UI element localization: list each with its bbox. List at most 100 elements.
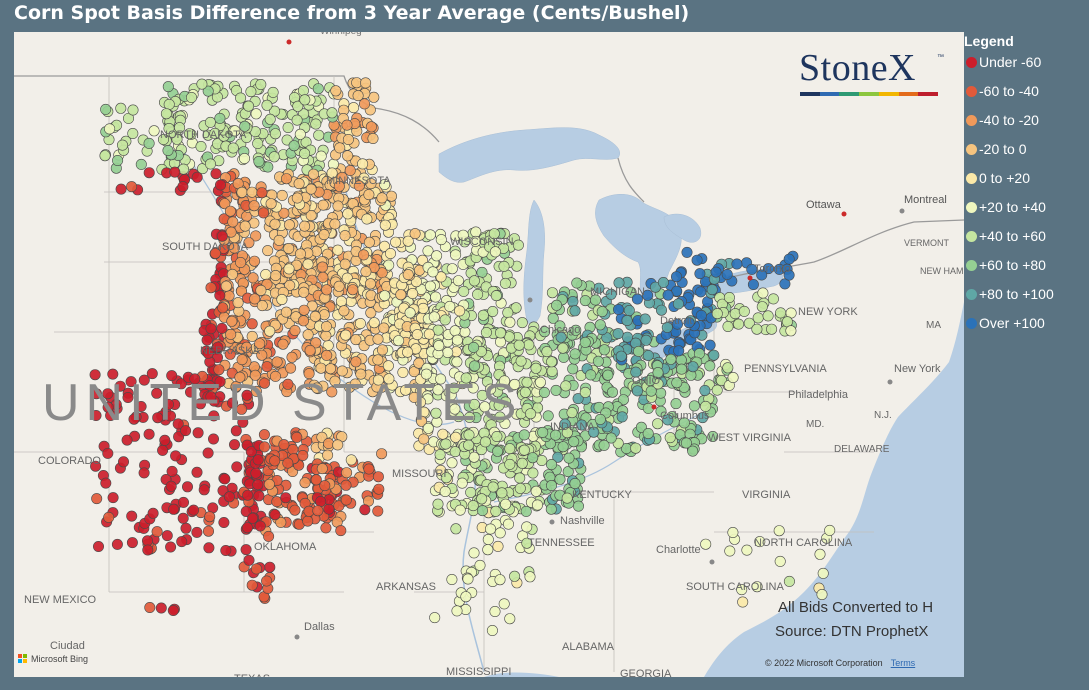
bid-point — [239, 220, 251, 232]
bid-point — [216, 230, 228, 242]
legend-item[interactable]: Under -60 — [963, 49, 1089, 78]
bid-point — [142, 544, 154, 556]
bid-point — [235, 92, 247, 104]
bid-point — [736, 584, 748, 596]
bid-point — [126, 181, 138, 193]
bid-point — [710, 266, 722, 278]
bid-point — [546, 356, 558, 368]
bid-point — [180, 425, 192, 437]
legend-item[interactable]: +80 to +100 — [963, 281, 1089, 310]
bid-point — [298, 304, 310, 316]
city-dot-icon — [286, 39, 292, 45]
bid-point — [482, 544, 494, 556]
bid-point — [404, 307, 416, 319]
bid-point — [239, 120, 251, 132]
city-label-ottawa: Ottawa — [806, 199, 842, 211]
bid-point — [245, 86, 257, 98]
bid-point — [235, 257, 247, 269]
bid-point — [695, 309, 707, 321]
bid-point — [236, 285, 248, 297]
bid-point — [254, 338, 266, 350]
bid-point — [240, 505, 252, 517]
bid-point — [541, 346, 553, 358]
bid-point — [309, 310, 321, 322]
bid-point — [814, 548, 826, 560]
bid-point — [432, 498, 444, 510]
bid-point — [191, 466, 203, 478]
bid-point — [602, 369, 614, 381]
legend-item[interactable]: +60 to +80 — [963, 252, 1089, 281]
legend-item[interactable]: -40 to -20 — [963, 107, 1089, 136]
bid-point — [254, 520, 266, 532]
bid-point — [561, 427, 573, 439]
bid-point — [250, 230, 262, 242]
bid-point — [570, 324, 582, 336]
bid-point — [329, 218, 341, 230]
map-canvas[interactable]: UNITED STATES Winnipeg NORTH DAKOTA MINNESO… — [14, 32, 964, 677]
bid-point — [376, 448, 388, 460]
bid-point — [332, 439, 344, 451]
bid-point — [340, 479, 352, 491]
bid-point — [201, 334, 213, 346]
bid-point — [520, 505, 532, 517]
bid-point — [450, 431, 462, 443]
bid-point — [202, 85, 214, 97]
legend-item[interactable]: 0 to +20 — [963, 165, 1089, 194]
state-label-arkansas: ARKANSAS — [376, 581, 436, 593]
bid-point — [585, 369, 597, 381]
bid-point — [376, 192, 388, 204]
bid-point — [347, 284, 359, 296]
bid-point — [192, 427, 204, 439]
state-label-missouri: MISSOURI — [392, 468, 446, 480]
bid-point — [261, 361, 273, 373]
bid-point — [324, 363, 336, 375]
terms-link[interactable]: Terms — [890, 658, 916, 668]
bid-point — [558, 351, 570, 363]
bid-point — [326, 386, 338, 398]
bid-point — [166, 465, 178, 477]
bid-point — [569, 348, 581, 360]
legend-item[interactable]: Over +100 — [963, 310, 1089, 339]
city-label-charlotte: Charlotte — [656, 544, 701, 556]
state-label-new-york-state: NEW YORK — [798, 306, 858, 318]
legend-item[interactable]: -60 to -40 — [963, 78, 1089, 107]
bid-point — [411, 329, 423, 341]
map-view[interactable]: UNITED STATES Winnipeg NORTH DAKOTA MINNESO… — [14, 32, 964, 677]
bid-point — [695, 286, 707, 298]
bid-point — [103, 511, 115, 523]
bid-point — [397, 366, 409, 378]
legend-label: +20 to +40 — [979, 199, 1046, 215]
bid-point — [457, 229, 469, 241]
bid-point — [672, 298, 684, 310]
bid-point — [336, 365, 348, 377]
bid-point — [342, 134, 354, 146]
bid-point — [379, 290, 391, 302]
bid-point — [342, 208, 354, 220]
bid-point — [203, 525, 215, 537]
legend-item[interactable]: +20 to +40 — [963, 194, 1089, 223]
bid-point — [184, 128, 196, 140]
bid-point — [537, 426, 549, 438]
bid-point — [105, 409, 117, 421]
bid-point — [757, 287, 769, 299]
bid-point — [385, 190, 397, 202]
copyright-text: © 2022 Microsoft Corporation — [765, 658, 883, 668]
legend-item[interactable]: -20 to 0 — [963, 136, 1089, 165]
bid-point — [681, 246, 693, 258]
bid-point — [489, 246, 501, 258]
bid-point — [606, 386, 618, 398]
bid-point — [135, 158, 147, 170]
city-label-toronto: Toronto — [754, 263, 791, 275]
bid-point — [250, 385, 262, 397]
legend-swatch-icon — [966, 86, 977, 97]
bid-point — [363, 236, 375, 248]
city-label-nashville: Nashville — [560, 515, 605, 527]
state-label-tennessee: TENNESSEE — [528, 537, 595, 549]
bid-point — [104, 123, 116, 135]
state-label-new-mexico: NEW MEXICO — [24, 594, 97, 606]
bid-point — [382, 360, 394, 372]
city-label-new-york-city: New York — [894, 363, 941, 375]
bid-point — [417, 302, 429, 314]
legend-item[interactable]: +40 to +60 — [963, 223, 1089, 252]
bid-point — [358, 249, 370, 261]
